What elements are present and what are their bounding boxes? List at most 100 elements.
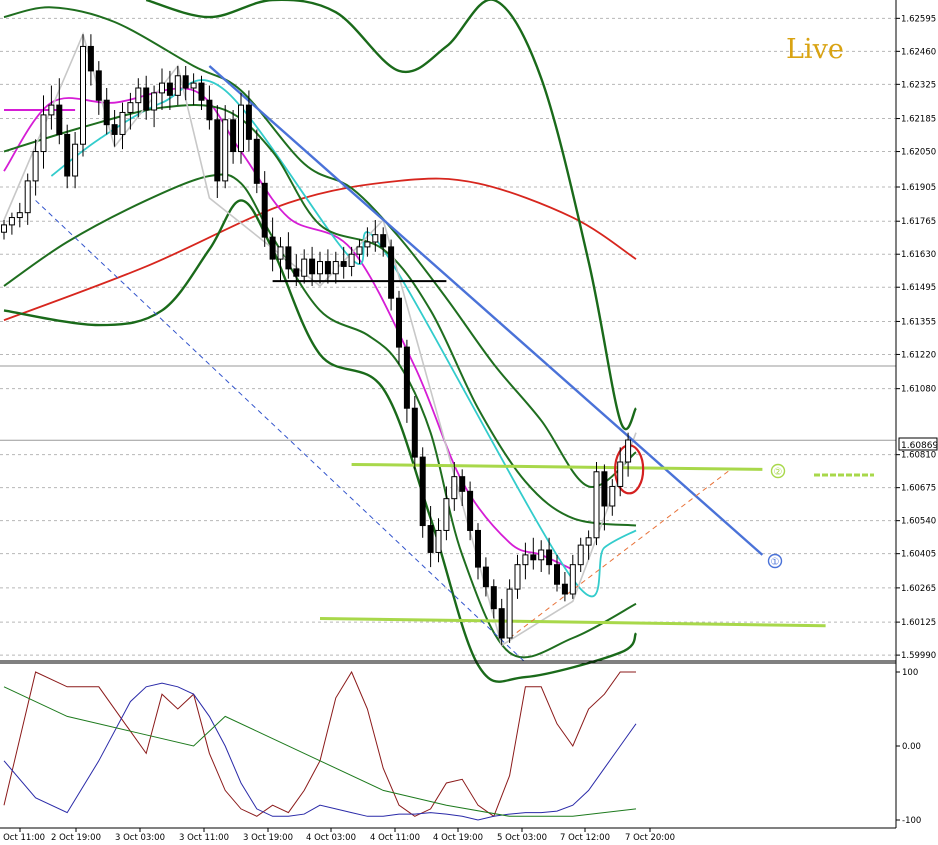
bollinger-outer-upper-line xyxy=(146,0,636,429)
candle-body xyxy=(325,262,330,274)
oscillator-brown-line xyxy=(4,672,636,816)
candle-body xyxy=(183,76,188,88)
candle-body xyxy=(483,567,488,587)
drawn-lines xyxy=(4,66,874,662)
live-label: Live xyxy=(786,34,844,65)
osc-tick-label: -100 xyxy=(902,816,921,826)
price-tick-label: 1.61495 xyxy=(901,283,936,293)
candle-body xyxy=(357,247,362,254)
candle-body xyxy=(570,565,575,594)
moving-average-line xyxy=(4,88,573,569)
price-tick-label: 1.60810 xyxy=(901,451,936,461)
candle-body xyxy=(444,499,449,531)
price-tick-label: 1.62460 xyxy=(901,47,936,57)
candle-body xyxy=(136,88,141,103)
time-tick-label: 2 Oct 11:00 xyxy=(0,833,45,841)
price-tick-label: 1.60265 xyxy=(901,584,936,594)
price-tick-label: 1.60540 xyxy=(901,517,936,527)
candle-body xyxy=(531,555,536,560)
candle-body xyxy=(523,555,528,565)
candle-body xyxy=(547,550,552,565)
candle-body xyxy=(81,46,86,144)
candle-body xyxy=(452,477,457,499)
candle-body xyxy=(57,105,62,134)
candle-body xyxy=(104,100,109,124)
candle-body xyxy=(231,120,236,152)
candle-body xyxy=(239,105,244,151)
price-tick-label: 1.62595 xyxy=(901,14,936,24)
price-tick-label: 1.61080 xyxy=(901,385,936,395)
candle-body xyxy=(586,538,591,545)
bollinger-middle-line xyxy=(4,105,636,526)
price-tick-label: 1.62325 xyxy=(901,80,936,90)
price-tick-label: 1.61905 xyxy=(901,183,936,193)
candle-body xyxy=(246,105,251,139)
price-tick-label: 1.60125 xyxy=(901,618,936,628)
time-tick-label: 4 Oct 03:00 xyxy=(306,833,356,841)
candle-body xyxy=(539,550,544,560)
candle-body xyxy=(610,486,615,506)
oscillator-green-line xyxy=(4,687,636,817)
candle-body xyxy=(602,472,607,506)
time-tick-label: 3 Oct 19:00 xyxy=(243,833,293,841)
candle-body xyxy=(507,589,512,638)
candle-body xyxy=(160,83,165,93)
candle-body xyxy=(65,134,70,176)
candle-body xyxy=(2,225,7,232)
price-tick-label: 1.59990 xyxy=(901,651,936,661)
trendline-1 xyxy=(209,66,762,555)
candle-body xyxy=(468,491,473,530)
price-tick-label: 1.61355 xyxy=(901,317,936,327)
candle-body xyxy=(9,218,14,225)
price-tick-label: 1.61630 xyxy=(901,250,936,260)
osc-tick-label: 0.00 xyxy=(902,742,921,752)
price-tick-label: 1.62050 xyxy=(901,148,936,158)
candle-body xyxy=(152,93,157,110)
candle-body xyxy=(167,83,172,95)
candle-body xyxy=(278,247,283,259)
time-tick-label: 5 Oct 03:00 xyxy=(497,833,547,841)
candle-body xyxy=(223,120,228,181)
price-tick-label: 1.62185 xyxy=(901,115,936,125)
candle-body xyxy=(618,462,623,486)
candle-body xyxy=(49,105,54,115)
candle-body xyxy=(491,587,496,609)
candle-body xyxy=(594,472,599,538)
candle-body xyxy=(128,103,133,113)
candle-body xyxy=(33,152,38,181)
candle-body xyxy=(428,526,433,553)
candle-body xyxy=(199,83,204,100)
candle-body xyxy=(41,115,46,152)
candle-body xyxy=(515,565,520,589)
price-tick-label: 1.61220 xyxy=(901,350,936,360)
price-tick-label: 1.60675 xyxy=(901,484,936,494)
time-tick-label: 4 Oct 19:00 xyxy=(433,833,483,841)
price-tick-label: 1.60405 xyxy=(901,550,936,560)
candle-body xyxy=(88,46,93,70)
candle-body xyxy=(476,530,481,567)
candle-body xyxy=(73,144,78,176)
candle-body xyxy=(318,262,323,274)
candle-body xyxy=(17,213,22,218)
candle-body xyxy=(460,477,465,492)
candle-body xyxy=(144,88,149,110)
time-tick-label: 2 Oct 19:00 xyxy=(51,833,101,841)
candle-body xyxy=(555,565,560,585)
candle-body xyxy=(626,440,631,462)
candle-body xyxy=(404,347,409,408)
candle-body xyxy=(349,254,354,266)
candle-body xyxy=(420,457,425,525)
candle-body xyxy=(578,545,583,565)
current-price-label: 1.60869 xyxy=(901,441,938,451)
candle-body xyxy=(262,183,267,237)
time-tick-label: 3 Oct 11:00 xyxy=(179,833,229,841)
candle-body xyxy=(341,262,346,267)
candle-body xyxy=(302,259,307,276)
moving-average-line xyxy=(4,179,636,321)
candle-body xyxy=(254,139,259,183)
candle-body xyxy=(215,120,220,181)
trendline-2-label: ② xyxy=(774,467,783,478)
